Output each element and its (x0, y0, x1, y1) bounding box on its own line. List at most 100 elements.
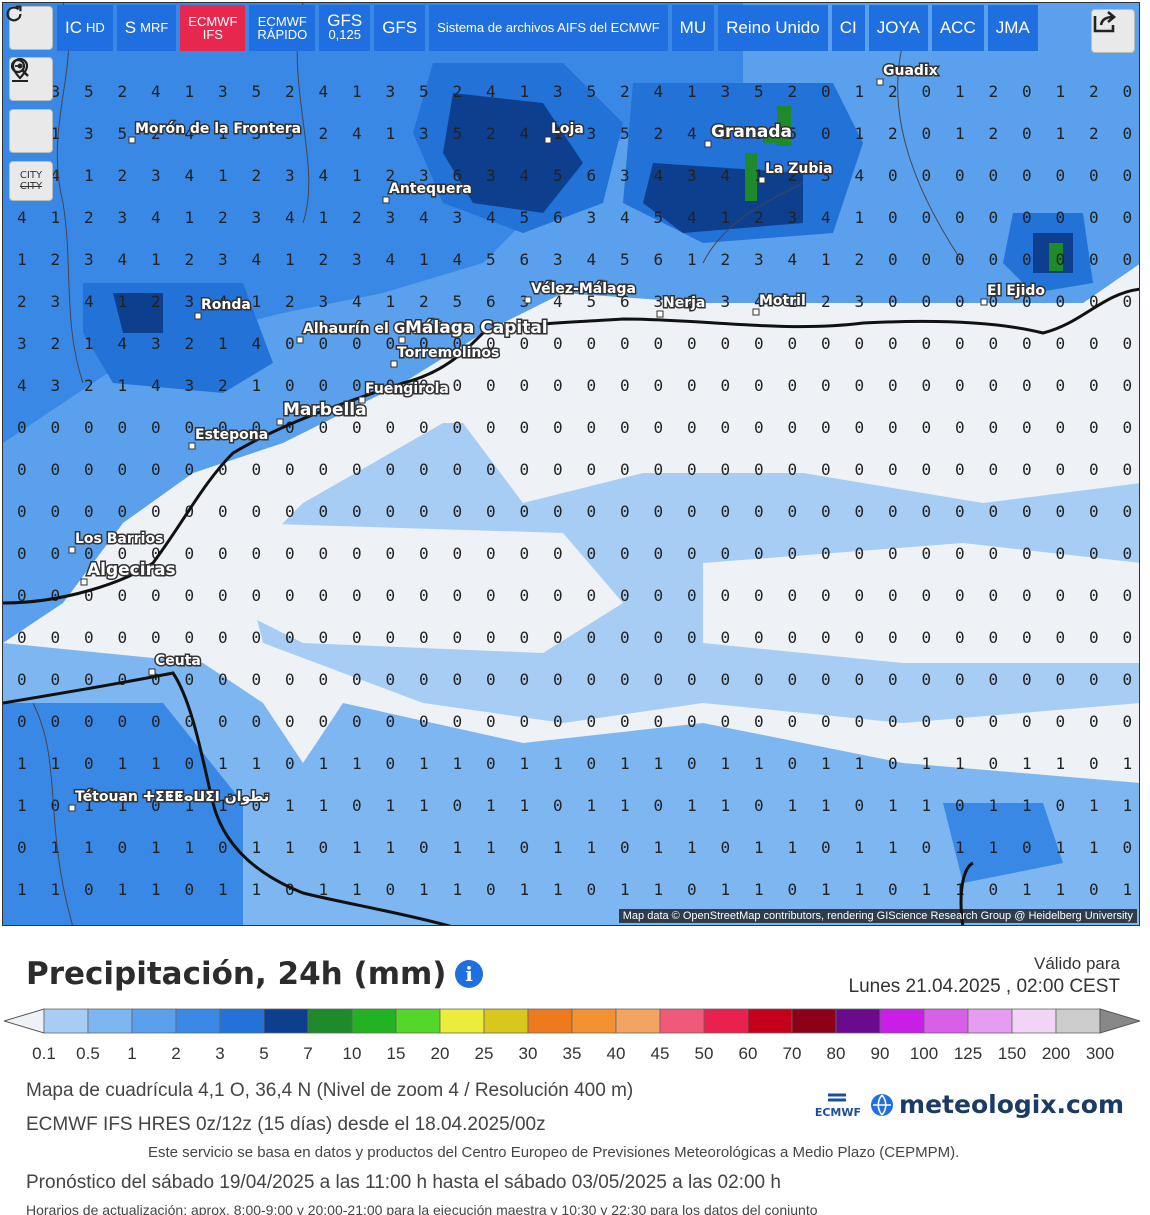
refresh-button[interactable] (6, 5, 53, 50)
grid-value: 5 (587, 82, 597, 101)
grid-value: 0 (989, 880, 999, 899)
place-marker (358, 396, 366, 404)
colorbar-tick-label: 200 (1041, 1044, 1071, 1063)
grid-value: 0 (1056, 922, 1066, 926)
grid-value: 0 (855, 376, 865, 395)
grid-value: 1 (1022, 880, 1032, 899)
model-button-joya[interactable]: JOYA (868, 5, 928, 51)
grid-value: 0 (922, 82, 932, 101)
model-button-ci[interactable]: CI (831, 5, 865, 51)
model-button-ic-hd[interactable]: IC HD (57, 5, 113, 51)
grid-value: 0 (1089, 586, 1099, 605)
grid-value: 0 (620, 712, 630, 731)
grid-value: 1 (955, 82, 965, 101)
model-button-sistema-de-archivos-aifs-del-ecmwf[interactable]: Sistema de archivos AIFS del ECMWF (429, 5, 668, 51)
grid-value: 0 (1022, 292, 1032, 311)
city-toggle-button[interactable]: CITY CITY (9, 161, 53, 201)
grid-value: 1 (352, 880, 362, 899)
grid-value: 1 (419, 754, 429, 773)
place-marker (128, 136, 136, 144)
grid-value: 0 (1022, 712, 1032, 731)
model-button-gfs[interactable]: GFS (374, 5, 426, 51)
precipitation-map[interactable]: 1 3 5 2 4 1 3 5 2 4 1 3 5 2 4 1 3 5 2 4 1 3 5 2 0 1 2 0 1 2 0 1 2 0 4 1 3 5 2 4… (2, 2, 1140, 926)
grid-value: 2 (855, 250, 865, 269)
grid-value: 1 (855, 838, 865, 857)
map-attribution[interactable]: Map data © OpenStreetMap contributors, r… (618, 909, 1137, 923)
grid-value: 0 (1056, 670, 1066, 689)
grid-value: 0 (1022, 166, 1032, 185)
place-label: Nerja (663, 295, 705, 311)
grid-value: 1 (51, 124, 61, 143)
grid-value: 0 (922, 166, 932, 185)
grid-value: 1 (151, 880, 161, 899)
grid-value: 0 (185, 880, 195, 899)
precipitation-region-3 (443, 93, 583, 213)
grid-value: 0 (319, 460, 329, 479)
grid-value: 0 (654, 334, 664, 353)
grid-value: 0 (587, 586, 597, 605)
grid-value: 0 (855, 796, 865, 815)
map-canvas[interactable]: 1 3 5 2 4 1 3 5 2 4 1 3 5 2 4 1 3 5 2 4 1 3 5 2 0 1 2 0 1 2 0 1 2 0 4 1 3 5 2 4… (3, 3, 1140, 926)
grid-value: 1 (955, 880, 965, 899)
grid-value: 0 (587, 544, 597, 563)
model-button-s-mrf[interactable]: S MRF (116, 5, 177, 51)
model-button-ecmwf-ifs[interactable]: ECMWF IFS (180, 5, 246, 51)
grid-value: 0 (1056, 712, 1066, 731)
grid-value: 0 (352, 586, 362, 605)
grid-value: 1 (1123, 880, 1133, 899)
grid-value: 1 (185, 208, 195, 227)
grid-value: 0 (654, 502, 664, 521)
grid-value: 0 (51, 922, 61, 926)
grid-value: 0 (620, 502, 630, 521)
grid-value: 0 (888, 376, 898, 395)
grid-value: 0 (252, 922, 262, 926)
grid-value: 0 (922, 712, 932, 731)
model-button-mu[interactable]: MU (671, 5, 715, 51)
meteologix-logo[interactable]: meteologix.com (869, 1090, 1124, 1119)
grid-value: 5 (84, 82, 94, 101)
grid-value: 0 (1123, 544, 1133, 563)
grid-value: 4 (151, 82, 161, 101)
grid-value: 5 (419, 82, 429, 101)
grid-value: 0 (687, 586, 697, 605)
grid-value: 0 (419, 670, 429, 689)
colorbar-segment (791, 1008, 837, 1034)
grid-value: 0 (285, 334, 295, 353)
location-button[interactable] (9, 57, 53, 101)
info-icon[interactable]: i (455, 960, 483, 988)
model-button-jma[interactable]: JMA (987, 5, 1038, 51)
grid-value: 0 (989, 292, 999, 311)
model-button-acc[interactable]: ACC (931, 5, 984, 51)
grid-value: 0 (185, 586, 195, 605)
grid-value: 0 (453, 544, 463, 563)
grid-value: 0 (486, 376, 496, 395)
grid-value: 0 (620, 334, 630, 353)
model-button-ecmwf-r-pido[interactable]: ECMWF RÁPIDO (249, 5, 316, 51)
grid-value: 0 (788, 586, 798, 605)
share-button[interactable] (1091, 9, 1135, 53)
grid-value: 0 (453, 334, 463, 353)
grid-value: 1 (185, 796, 195, 815)
ecmwf-logo[interactable]: ECMWF (815, 1090, 861, 1119)
grid-value: 0 (218, 628, 228, 647)
grid-value: 4 (285, 208, 295, 227)
model-button-reino-unido[interactable]: Reino Unido (718, 5, 828, 51)
grid-value: 0 (118, 418, 128, 437)
grid-value: 6 (520, 250, 530, 269)
grid-value: 0 (1089, 502, 1099, 521)
grid-value: 0 (620, 670, 630, 689)
grid-value: 0 (1022, 670, 1032, 689)
zoom-button[interactable] (9, 58, 53, 153)
grid-value: 0 (1056, 460, 1066, 479)
grid-value: 3 (319, 292, 329, 311)
grid-value: 0 (386, 544, 396, 563)
grid-value: 0 (319, 376, 329, 395)
model-button-gfs-0-125[interactable]: GFS 0,125 (319, 5, 371, 51)
grid-value: 0 (84, 460, 94, 479)
grid-value: 0 (855, 922, 865, 926)
grid-value: 0 (218, 586, 228, 605)
grid-value: 0 (553, 796, 563, 815)
forecast-range: Pronóstico del sábado 19/04/2025 a las 1… (26, 1172, 781, 1193)
place-label: Loja (551, 121, 584, 137)
grid-value: 1 (386, 124, 396, 143)
